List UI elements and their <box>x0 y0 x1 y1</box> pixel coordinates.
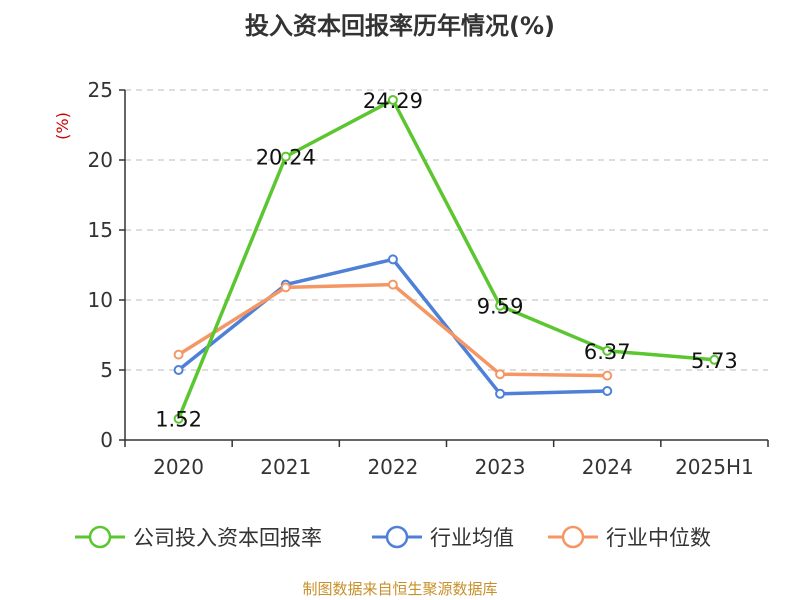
y-tick-label: 15 <box>88 218 113 242</box>
axes: 0 5 10 15 20 25 2020 2021 2022 2023 2024 2025H1 <box>88 78 769 479</box>
series-line-2 <box>177 282 608 378</box>
source-note: 制图数据来自恒生聚源数据库 <box>302 580 497 598</box>
x-tick-label: 2021 <box>260 455 311 479</box>
series-line-0 <box>176 98 715 420</box>
data-point <box>709 354 720 365</box>
data-point <box>495 300 506 311</box>
data-point <box>387 254 398 265</box>
data-point <box>173 413 184 424</box>
data-point <box>602 345 613 356</box>
series-lines <box>173 94 720 424</box>
data-point <box>495 369 506 380</box>
data-label: 24.29 <box>363 89 423 113</box>
data-point <box>280 151 291 162</box>
data-point <box>280 282 291 293</box>
y-tick-label: 20 <box>88 148 113 172</box>
legend-label: 公司投入资本回报率 <box>133 526 322 550</box>
data-point <box>173 349 184 360</box>
legend-marker <box>88 525 112 549</box>
y-tick-label: 5 <box>100 358 113 382</box>
grid <box>125 89 768 371</box>
legend-label: 行业中位数 <box>606 526 711 550</box>
data-point <box>495 388 506 399</box>
x-tick-label: 2022 <box>367 455 418 479</box>
data-point <box>602 370 613 381</box>
data-label: 5.73 <box>691 349 738 373</box>
legend-marker <box>385 525 409 549</box>
y-tick-label: 10 <box>88 288 113 312</box>
legend: 公司投入资本回报率 行业均值 行业中位数 <box>75 525 711 550</box>
data-point <box>602 386 613 396</box>
data-point <box>173 365 184 375</box>
data-labels: 1.52 20.24 24.29 9.59 6.37 5.73 <box>155 89 738 432</box>
data-label: 20.24 <box>256 146 316 170</box>
data-label: 1.52 <box>155 408 202 432</box>
legend-label: 行业均值 <box>430 526 514 550</box>
y-axis-unit: (%) <box>53 112 72 140</box>
legend-marker <box>561 525 585 549</box>
data-point <box>387 279 398 290</box>
x-tick-label: 2020 <box>153 455 204 479</box>
x-tick-label: 2024 <box>582 455 633 479</box>
chart-title: 投入资本回报率历年情况(%) <box>245 12 555 40</box>
data-point <box>387 94 398 105</box>
x-tick-label: 2023 <box>475 455 526 479</box>
data-label: 9.59 <box>477 295 524 319</box>
y-tick-label: 25 <box>88 78 113 102</box>
data-label: 6.37 <box>584 340 631 364</box>
x-tick-label: 2025H1 <box>675 455 754 479</box>
y-tick-label: 0 <box>100 428 113 452</box>
